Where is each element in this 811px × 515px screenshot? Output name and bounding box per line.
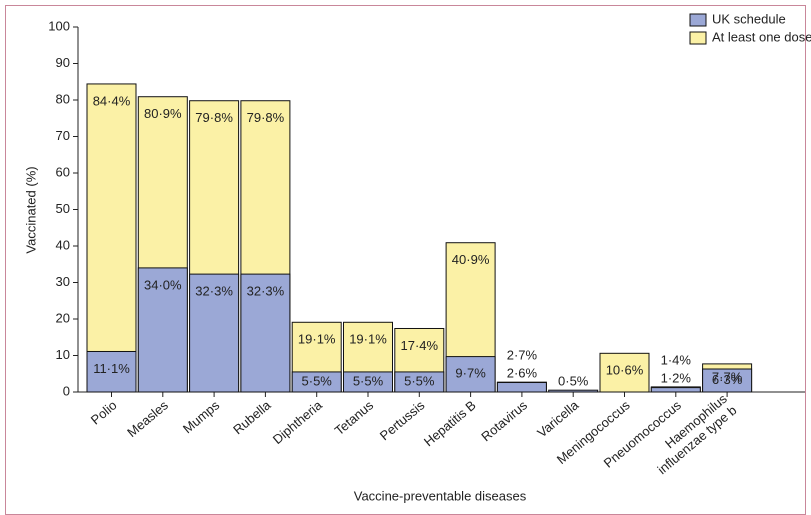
value-label: 34·0% [144,277,182,292]
x-tick-label: Rubella [230,397,274,437]
y-tick-label: 10 [56,347,70,362]
x-tick-label: Polio [88,397,120,427]
value-label: 7·7% [712,369,743,384]
bar [445,356,496,393]
value-label: 9·7% [455,366,486,381]
value-label: 2·7% [507,348,538,363]
y-tick-label: 90 [56,55,70,70]
bar [86,83,137,393]
value-label: 5·5% [302,373,333,388]
value-label: 84·4% [93,93,131,108]
bar [189,273,240,393]
x-tick-label: Hepatitis B [421,397,479,449]
y-tick-label: 50 [56,201,70,216]
value-label: 79·8% [247,110,285,125]
y-tick-label: 20 [56,310,70,325]
legend-label: UK schedule [712,11,786,26]
bar [291,371,342,393]
value-label: 80·9% [144,106,182,121]
x-axis-label: Vaccine-preventable diseases [354,488,527,503]
bar [86,350,137,393]
bar [343,371,393,393]
value-label: 6·3% [712,372,743,387]
x-tick-label: Varicella [534,397,582,440]
value-label: 1·2% [661,370,692,385]
x-tick-label: Tetanus [332,397,377,438]
value-label: 1·4% [661,352,692,367]
y-tick-label: 60 [56,164,70,179]
bar [240,273,291,393]
x-tick-label: Diphtheria [270,397,326,447]
value-label: 2·6% [507,366,538,381]
bar [496,382,547,393]
y-axis-label: Vaccinated (%) [23,166,38,253]
value-label: 19·1% [349,332,387,347]
bar [548,389,599,393]
y-tick-label: 0 [63,383,70,398]
bar [394,371,445,393]
value-label: 10·6% [606,363,644,378]
bar [650,387,701,393]
bar [137,267,188,393]
bar [599,352,650,393]
value-label: 32·3% [247,284,285,299]
bar [702,368,753,393]
value-label: 40·9% [452,252,490,267]
y-tick-label: 70 [56,128,70,143]
y-tick-label: 40 [56,237,70,252]
x-tick-label: Pertussis [377,397,428,443]
value-label: 19·1% [298,332,336,347]
value-label: 79·8% [195,110,233,125]
x-tick-label: Mumps [180,397,223,436]
y-tick-label: 30 [56,274,70,289]
x-tick-label: Measles [124,397,171,440]
y-tick-label: 100 [48,18,70,33]
value-label: 17·4% [401,338,439,353]
value-label: 32·3% [195,284,233,299]
value-label: 5·5% [353,373,384,388]
value-label: 11·1% [93,361,130,376]
value-label: 0·5% [558,374,589,389]
legend-label: At least one dose* [712,29,811,44]
x-tick-label: Haemophilusinfluenzae type b [645,391,740,477]
x-tick-label: Rotavirus [478,397,530,444]
legend-swatch [689,31,707,45]
legend-swatch [689,13,707,27]
y-tick-label: 80 [56,91,70,106]
value-label: 5·5% [404,373,435,388]
